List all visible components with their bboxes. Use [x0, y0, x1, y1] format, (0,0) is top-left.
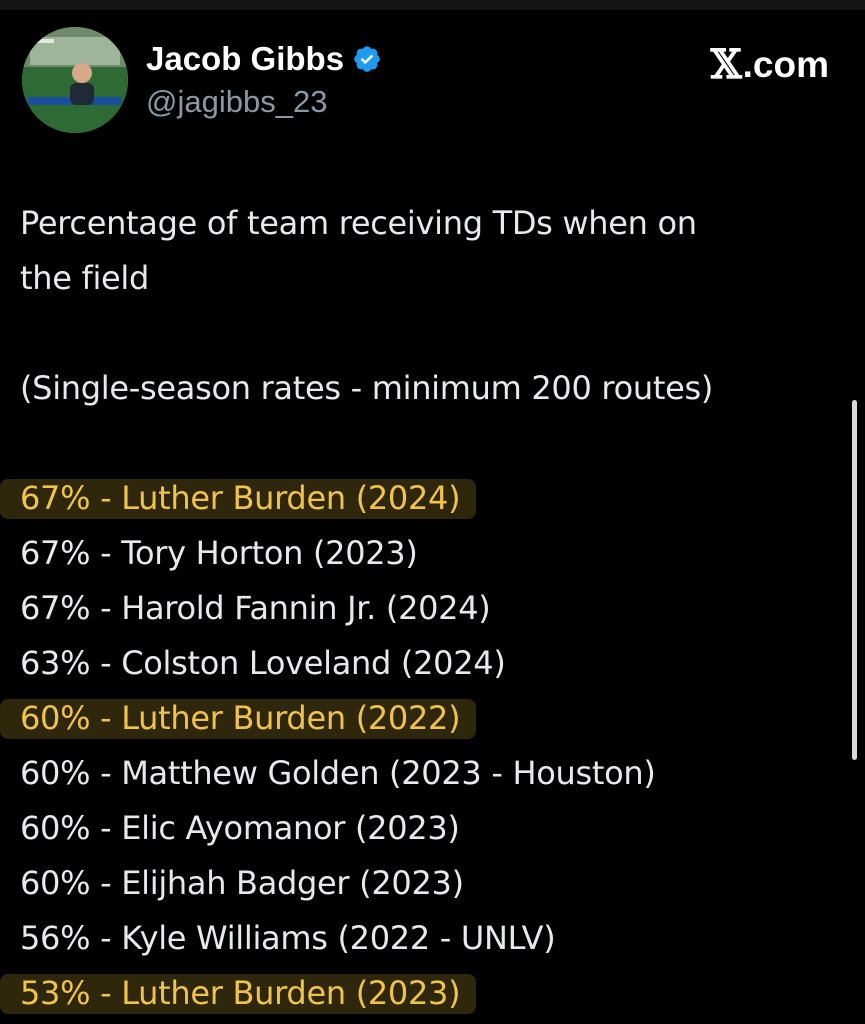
ranking-row: 60% - Matthew Golden (2023 - Houston) [20, 746, 845, 801]
top-strip [0, 0, 865, 10]
ranking-row-text: 60% - Elic Ayomanor (2023) [20, 809, 460, 847]
ranking-row-highlighted: 67% - Luther Burden (2024) [0, 471, 845, 526]
ranking-row: 67% - Harold Fannin Jr. (2024) [20, 581, 845, 636]
ranking-row-text: 63% - Colston Loveland (2024) [20, 644, 506, 682]
ranking-row-text: 67% - Tory Horton (2023) [20, 534, 418, 572]
x-logo-icon: 𝕏 [710, 41, 742, 88]
tweet-line: Percentage of team receiving TDs when on [20, 204, 697, 242]
tweet-body: Percentage of team receiving TDs when on… [0, 196, 845, 1021]
author-name[interactable]: Jacob Gibbs [146, 40, 345, 77]
ranking-row: 60% - Elic Ayomanor (2023) [20, 801, 845, 856]
ranking-row-highlighted: 53% - Luther Burden (2023) [0, 966, 845, 1021]
ranking-list: 67% - Luther Burden (2024) 67% - Tory Hor… [0, 471, 845, 1021]
tweet-line: (Single-season rates - minimum 200 route… [20, 369, 714, 407]
verified-badge-icon [354, 46, 380, 72]
tweet-line: the field [20, 259, 150, 297]
ranking-row-text: 53% - Luther Burden (2023) [20, 974, 461, 1012]
author-name-row[interactable]: Jacob Gibbs [146, 40, 382, 78]
ranking-row-text: 60% - Elijhah Badger (2023) [20, 864, 464, 902]
highlight-marker [0, 974, 477, 1014]
author-handle[interactable]: @jagibbs_23 [146, 84, 328, 119]
ranking-row-text: 60% - Matthew Golden (2023 - Houston) [20, 754, 656, 792]
highlight-marker [0, 699, 477, 739]
spacer [20, 306, 845, 361]
ranking-row: 67% - Tory Horton (2023) [20, 526, 845, 581]
highlight-marker [0, 479, 477, 519]
spacer [20, 416, 845, 471]
ranking-row: 63% - Colston Loveland (2024) [20, 636, 845, 691]
ranking-row-text: 56% - Kyle Williams (2022 - UNLV) [20, 919, 556, 957]
brand-suffix: .com [742, 43, 829, 85]
ranking-row: 56% - Kyle Williams (2022 - UNLV) [20, 911, 845, 966]
ranking-row-highlighted: 60% - Luther Burden (2022) [0, 691, 845, 746]
ranking-row-text: 67% - Luther Burden (2024) [20, 479, 461, 517]
ranking-row-text: 60% - Luther Burden (2022) [20, 699, 461, 737]
ranking-row: 60% - Elijhah Badger (2023) [20, 856, 845, 911]
avatar[interactable] [22, 27, 128, 133]
x-brand-logo[interactable]: 𝕏 .com [711, 41, 829, 88]
scrollbar[interactable] [852, 400, 857, 760]
ranking-row-text: 67% - Harold Fannin Jr. (2024) [20, 589, 491, 627]
